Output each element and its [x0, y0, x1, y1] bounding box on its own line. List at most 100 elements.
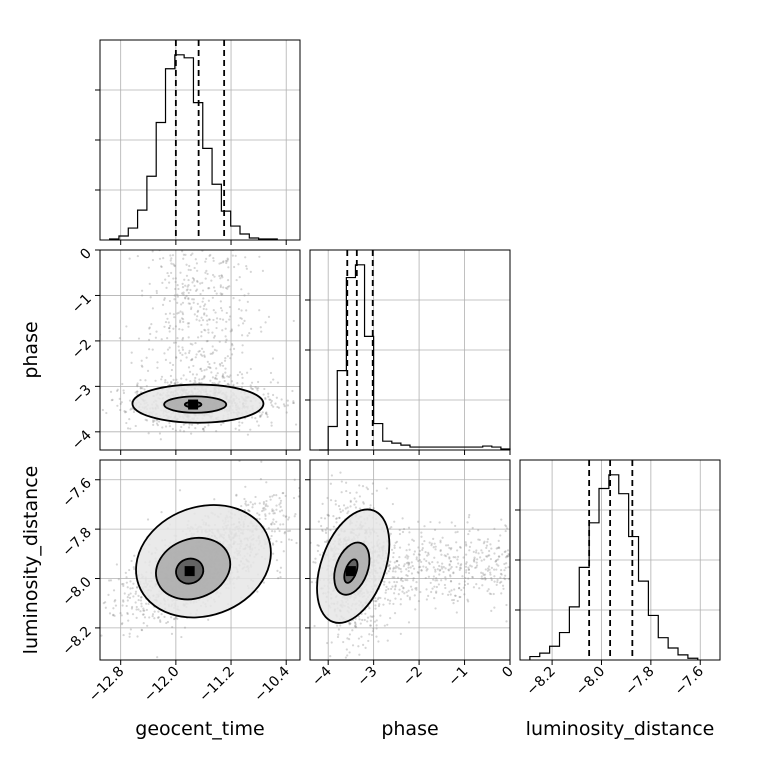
scatter-point [254, 495, 257, 499]
scatter-point [463, 593, 466, 596]
scatter-point [454, 556, 457, 559]
scatter-point [459, 546, 462, 549]
scatter-point [366, 488, 370, 491]
scatter-point [200, 381, 203, 385]
scatter-point [211, 382, 214, 385]
scatter-point [405, 573, 408, 577]
scatter-point [200, 369, 203, 373]
scatter-point [282, 550, 285, 553]
x-tick-label: −3 [355, 664, 381, 690]
scatter-point [230, 342, 234, 346]
scatter-point [374, 604, 377, 607]
scatter-point [484, 578, 487, 581]
scatter-point [145, 384, 148, 388]
scatter-point [487, 565, 491, 568]
scatter-point [492, 592, 495, 596]
scatter-point [182, 423, 185, 426]
scatter-point [182, 257, 185, 260]
scatter-point [335, 521, 338, 524]
scatter-point [463, 583, 467, 587]
scatter-point [266, 413, 269, 416]
scatter-point [108, 612, 112, 615]
scatter-point [473, 558, 476, 561]
scatter-point [168, 425, 172, 428]
scatter-point [475, 549, 478, 552]
scatter-point [282, 403, 286, 406]
scatter-point [374, 607, 377, 610]
scatter-point [270, 399, 273, 403]
scatter-point [134, 391, 137, 394]
scatter-point [183, 626, 187, 629]
y-tick-label: −1 [69, 291, 95, 317]
scatter-point [128, 596, 132, 599]
y-tick-label: −8.2 [59, 623, 94, 658]
scatter-point [382, 603, 385, 606]
scatter-point [386, 623, 389, 626]
scatter-point [191, 298, 194, 301]
scatter-point [434, 568, 437, 571]
scatter-point [438, 521, 441, 524]
scatter-point [307, 467, 309, 469]
scatter-point [201, 281, 204, 284]
scatter-point [323, 517, 327, 520]
scatter-point [181, 353, 184, 356]
scatter-point [220, 293, 223, 296]
scatter-point [131, 613, 135, 616]
scatter-point [490, 547, 493, 550]
scatter-point [244, 485, 247, 488]
scatter-point [411, 564, 414, 568]
scatter-point [399, 603, 402, 606]
scatter-point [471, 575, 474, 579]
scatter-point [444, 567, 447, 570]
scatter-point [264, 396, 267, 400]
scatter-point [223, 376, 226, 379]
scatter-point [351, 644, 355, 647]
scatter-point [156, 656, 159, 659]
scatter-point [212, 336, 216, 339]
scatter-point [275, 559, 279, 562]
scatter-point [404, 556, 407, 559]
scatter-point [414, 587, 417, 590]
scatter-point [262, 581, 266, 584]
scatter-point [156, 419, 159, 422]
scatter-point [166, 620, 170, 624]
scatter-point [480, 575, 483, 578]
scatter-point [493, 575, 496, 578]
scatter-point [139, 596, 143, 599]
scatter-point [399, 632, 402, 636]
scatter-point [215, 374, 218, 377]
contour-line [163, 395, 228, 414]
scatter-point [202, 427, 205, 430]
scatter-point [385, 585, 388, 588]
histogram-panel-luminosity_distance: −8.2 −8.0 −7.8 −7.6 [515, 459, 721, 699]
scatter-point [432, 578, 435, 581]
scatter-point [192, 298, 195, 301]
scatter-point [140, 364, 143, 367]
scatter-point [391, 585, 394, 588]
scatter-point [371, 615, 374, 618]
scatter-point [484, 568, 487, 571]
scatter-point [401, 517, 404, 520]
scatter-point [417, 599, 421, 603]
scatter-point [215, 367, 218, 370]
scatter-point [258, 255, 261, 258]
scatter-point [372, 507, 375, 510]
scatter-point [136, 384, 139, 387]
scatter-point [379, 614, 382, 617]
scatter-point [339, 471, 342, 474]
scatter-point [507, 566, 510, 569]
scatter-point [284, 515, 287, 518]
scatter-point [465, 553, 468, 556]
scatter-point [78, 334, 80, 336]
scatter-point [230, 329, 233, 332]
scatter-point [490, 577, 493, 580]
scatter-point [361, 618, 364, 622]
scatter-point [135, 605, 138, 609]
scatter-point [339, 624, 342, 627]
scatter-point [466, 521, 469, 524]
scatter-point [464, 571, 468, 574]
scatter-point [211, 376, 215, 379]
scatter-point [335, 517, 338, 520]
scatter-point [198, 319, 201, 322]
scatter-point [237, 307, 241, 311]
